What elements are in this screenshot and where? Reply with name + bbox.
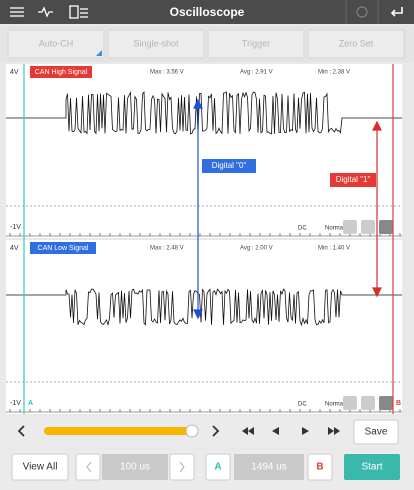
annotation: Digital "0" <box>212 161 247 170</box>
slider[interactable] <box>44 427 198 435</box>
y-max: 4V <box>10 69 19 76</box>
zoom-button[interactable] <box>361 220 375 234</box>
cursor-time-box <box>234 454 304 480</box>
cursor-a-tag: A <box>28 400 33 407</box>
y-min: -1V <box>10 224 21 231</box>
channel-tag <box>30 242 96 254</box>
cursor-b-label: B <box>316 462 323 473</box>
zoom-button[interactable] <box>361 396 375 410</box>
toolbar-button[interactable] <box>107 29 205 59</box>
time-base-box <box>102 454 168 480</box>
toolbar-label: Zero Set <box>339 38 374 48</box>
save-label: Save <box>365 427 388 438</box>
icon <box>179 461 185 473</box>
cursor-a-label: A <box>214 462 221 473</box>
slider-handle[interactable] <box>185 424 199 438</box>
view-all-button[interactable] <box>11 453 69 481</box>
icon <box>86 461 92 473</box>
prev[interactable] <box>17 425 25 437</box>
waveform <box>6 288 402 327</box>
refresh-icon[interactable] <box>356 6 368 18</box>
channel-tag <box>30 66 92 78</box>
menu-icons[interactable] <box>10 5 88 19</box>
mode: Normal <box>325 226 344 232</box>
corner-mark <box>96 50 102 56</box>
y-max: 4V <box>10 245 19 252</box>
stat-avg: Avg : 2.00 V <box>240 246 273 252</box>
transport[interactable] <box>242 427 340 435</box>
start-button[interactable] <box>344 454 400 480</box>
channel-name: CAN Low Signal <box>38 245 89 252</box>
annotation: Digital "1" <box>336 175 371 184</box>
coupling: DC <box>298 402 307 408</box>
zoom-button[interactable] <box>379 396 393 410</box>
top-bar <box>0 0 414 24</box>
cursor-b-button[interactable] <box>307 453 333 481</box>
view-all-label: View All <box>23 462 58 473</box>
stat-max: Max : 3.56 V <box>150 70 184 76</box>
stat-min: Min : 2.38 V <box>318 70 350 76</box>
y-min: -1V <box>10 400 21 407</box>
label-box <box>202 159 256 173</box>
toolbar-button[interactable] <box>207 29 305 59</box>
zoom-button[interactable] <box>343 396 357 410</box>
toolbar-label: Auto-CH <box>39 38 74 48</box>
coupling: DC <box>298 226 307 232</box>
cursor-a-button[interactable] <box>205 453 231 481</box>
stat-min: Min : 1.40 V <box>318 246 350 252</box>
arrow-0 <box>193 98 203 320</box>
stat-max: Max : 2.48 V <box>150 246 184 252</box>
zoom-button[interactable] <box>379 220 393 234</box>
toolbar-button[interactable] <box>307 29 405 59</box>
panel <box>6 240 402 414</box>
zoom-button[interactable] <box>343 220 357 234</box>
time-plus[interactable] <box>169 453 195 481</box>
toolbar-label: Trigger <box>242 38 270 48</box>
time-base: 100 us <box>120 462 150 473</box>
next[interactable] <box>212 425 220 437</box>
mode: Normal <box>325 402 344 408</box>
title: Oscilloscope <box>170 5 245 19</box>
cursor-b-tag: B <box>396 400 401 407</box>
channel-name: CAN High Signal <box>35 69 88 76</box>
start-label: Start <box>361 462 382 473</box>
cursor-time: 1494 us <box>251 462 287 473</box>
stat-avg: Avg : 2.91 V <box>240 70 273 76</box>
save-button[interactable] <box>353 419 399 445</box>
arrow-1 <box>372 120 382 298</box>
panel <box>6 64 402 238</box>
waveform <box>6 90 402 135</box>
back-icon[interactable] <box>390 7 403 17</box>
toolbar-button[interactable] <box>7 29 105 59</box>
toolbar-label: Single-shot <box>133 38 179 48</box>
label-box <box>330 173 376 187</box>
time-minus[interactable] <box>75 453 101 481</box>
